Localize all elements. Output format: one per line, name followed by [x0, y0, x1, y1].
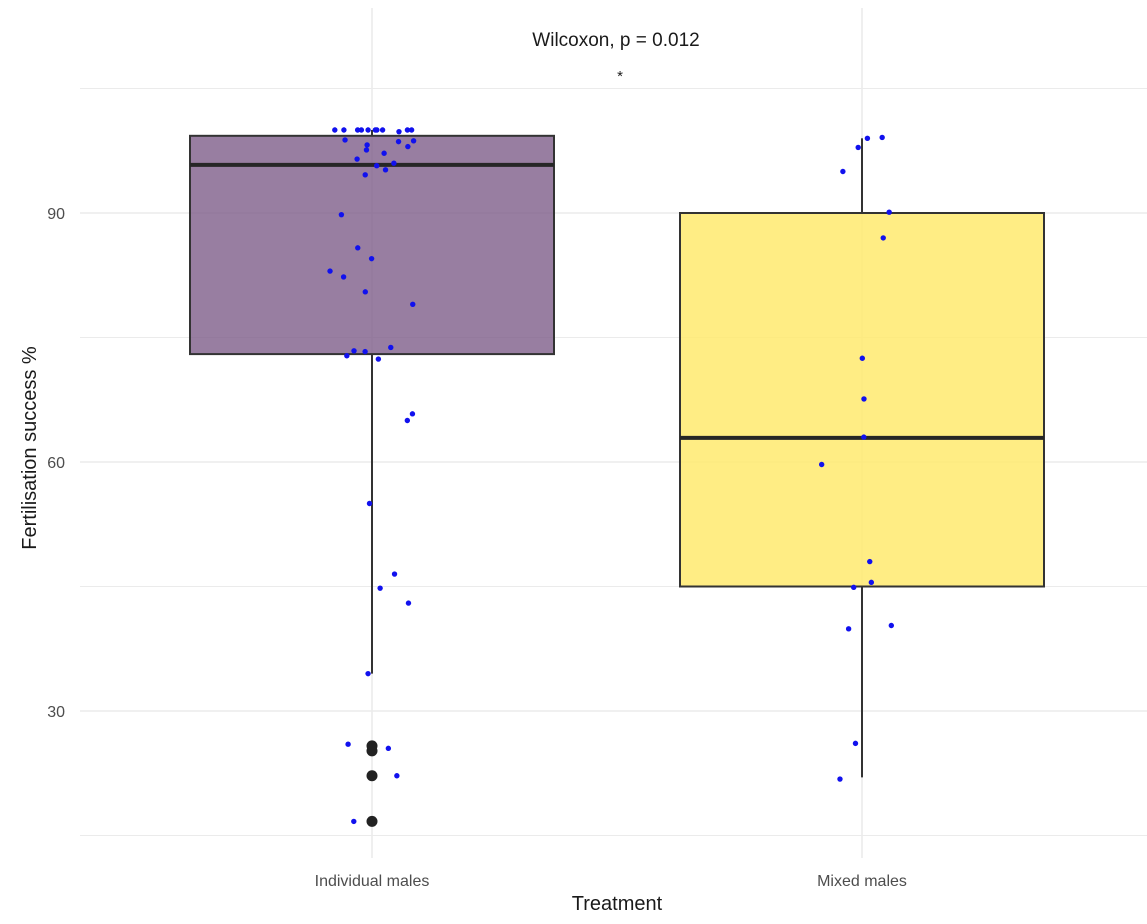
- tick-layer: 30 60 90 Individual males Mixed males: [47, 206, 907, 890]
- jitter-point: [338, 211, 345, 218]
- jitter-point: [351, 818, 357, 825]
- jitter-point: [354, 156, 360, 162]
- jitter-point: [362, 172, 368, 178]
- jitter-point: [327, 268, 333, 274]
- jitter-point: [391, 160, 397, 166]
- jitter-point: [364, 142, 370, 148]
- jitter-point: [880, 235, 886, 241]
- jitter-point: [365, 670, 371, 677]
- jitter-point: [886, 209, 892, 215]
- outlier-point: [366, 745, 378, 757]
- jitter-point: [377, 585, 383, 591]
- jitter-point: [405, 600, 412, 606]
- jitter-point: [404, 417, 411, 424]
- wilcoxon-annotation: Wilcoxon, p = 0.012: [532, 30, 699, 51]
- jitter-point: [382, 167, 389, 173]
- outlier-point: [366, 815, 378, 827]
- y-tick-label: 90: [47, 206, 65, 223]
- jitter-point: [837, 776, 843, 782]
- jitter-point: [355, 245, 361, 251]
- x-tick-label: Individual males: [315, 873, 430, 890]
- box-layer: [189, 130, 1045, 827]
- jitter-point: [868, 579, 875, 586]
- jitter-point: [396, 128, 402, 135]
- jitter-point: [362, 289, 368, 295]
- jitter-point: [381, 150, 387, 156]
- x-axis-title: Treatment: [572, 893, 663, 915]
- jitter-point: [363, 147, 370, 153]
- jitter-point: [340, 274, 347, 280]
- jitter-point: [404, 127, 411, 133]
- jitter-point: [385, 745, 392, 752]
- jitter-point: [867, 558, 873, 565]
- jitter-point: [341, 127, 347, 133]
- jitter-point: [845, 626, 852, 632]
- jitter-point: [354, 127, 361, 133]
- jitter-point: [344, 353, 350, 359]
- jitter-point: [879, 134, 885, 141]
- y-axis-title: Fertilisation success %: [19, 346, 41, 550]
- jitter-point: [888, 622, 895, 629]
- jitter-point: [395, 138, 402, 145]
- jitter-point-layer: [327, 127, 895, 825]
- jitter-point: [855, 144, 861, 151]
- jitter-point: [409, 411, 416, 417]
- jitter-point: [368, 255, 375, 262]
- jitter-point: [859, 355, 866, 361]
- jitter-point: [861, 396, 867, 402]
- jitter-point: [379, 127, 386, 133]
- jitter-point: [864, 135, 871, 141]
- jitter-point: [365, 127, 371, 133]
- jitter-point: [410, 138, 417, 144]
- y-tick-label: 30: [47, 704, 65, 721]
- jitter-point: [391, 571, 398, 577]
- jitter-point: [861, 434, 867, 440]
- jitter-point: [358, 127, 365, 133]
- jitter-point: [375, 356, 382, 362]
- jitter-point: [372, 127, 379, 133]
- jitter-point: [840, 168, 846, 175]
- jitter-point: [366, 500, 373, 507]
- jitter-point: [851, 584, 857, 591]
- jitter-point: [388, 344, 394, 351]
- jitter-point: [332, 127, 338, 133]
- jitter-point: [410, 301, 416, 307]
- jitter-point: [374, 162, 380, 169]
- jitter-point: [405, 143, 411, 150]
- x-tick-label: Mixed males: [817, 873, 907, 890]
- jitter-point: [852, 740, 859, 747]
- significance-marker: *: [617, 68, 623, 85]
- jitter-point: [342, 137, 348, 143]
- jitter-point: [362, 348, 368, 355]
- jitter-point: [345, 741, 351, 747]
- jitter-point: [408, 127, 415, 133]
- jitter-point: [818, 461, 825, 468]
- y-tick-label: 60: [47, 455, 65, 472]
- jitter-point: [394, 773, 400, 779]
- box-iqr: [189, 134, 555, 356]
- outlier-point: [366, 770, 378, 782]
- jitter-point: [351, 348, 357, 354]
